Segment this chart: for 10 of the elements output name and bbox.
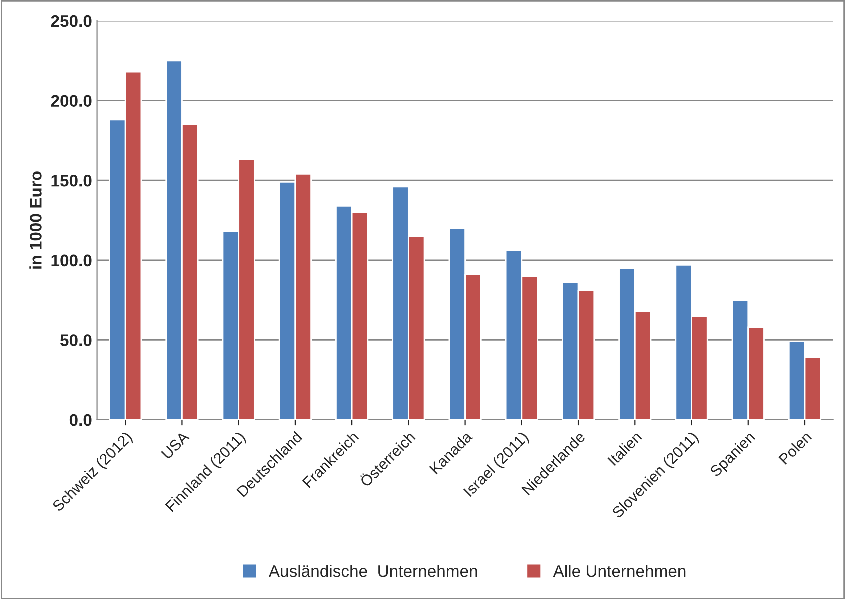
y-tick-label: 50.0 [60, 334, 92, 346]
y-tick-label: 250.0 [51, 15, 92, 28]
legend-label: Alle Unternehmen [553, 565, 686, 578]
y-tick-label: 200.0 [51, 95, 92, 108]
x-tick-label: USA [161, 430, 190, 460]
y-tick-label: 0.0 [70, 414, 92, 426]
y-axis-title: in 1000 Euro [30, 172, 42, 269]
legend-label: Ausländische Unternehmen [268, 565, 478, 578]
y-tick-label: 100.0 [52, 254, 92, 267]
y-tick-label: 150.0 [52, 175, 92, 187]
